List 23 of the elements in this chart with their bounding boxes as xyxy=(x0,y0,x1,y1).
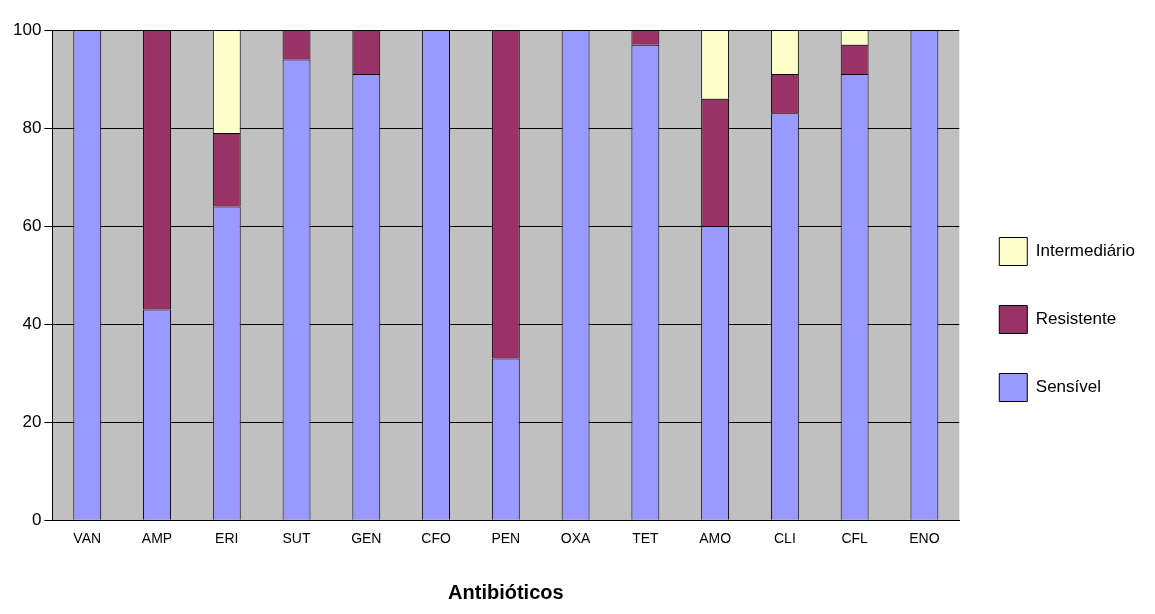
y-tick-label: 0 xyxy=(31,509,42,529)
x-tick-label: GEN xyxy=(351,530,382,547)
x-tick-label: TET xyxy=(632,530,660,547)
y-tick-label: 40 xyxy=(22,313,42,333)
legend-label: Resistente xyxy=(1035,309,1117,329)
x-tick-label: AMP xyxy=(141,530,173,547)
x-axis-title: Antibióticos xyxy=(448,580,564,603)
x-tick-label: VAN xyxy=(73,530,102,547)
x-tick-label: ERI xyxy=(215,530,239,547)
legend-label: Sensível xyxy=(1035,377,1101,397)
x-tick-label: PEN xyxy=(491,530,521,547)
y-tick-label: 60 xyxy=(22,215,42,235)
y-tick-label: 20 xyxy=(22,411,42,431)
x-tick-label: ENO xyxy=(909,530,940,547)
x-tick-label: CFL xyxy=(841,530,869,547)
legend-label: Intermediário xyxy=(1035,241,1136,261)
x-tick-label: CFO xyxy=(421,530,451,547)
y-tick-label: 80 xyxy=(22,117,42,137)
x-tick-label: AMO xyxy=(699,530,732,547)
x-tick-label: SUT xyxy=(282,530,311,547)
y-tick-label: 100 xyxy=(12,19,42,39)
x-tick-label: OXA xyxy=(560,530,592,547)
x-tick-label: CLI xyxy=(773,530,796,547)
